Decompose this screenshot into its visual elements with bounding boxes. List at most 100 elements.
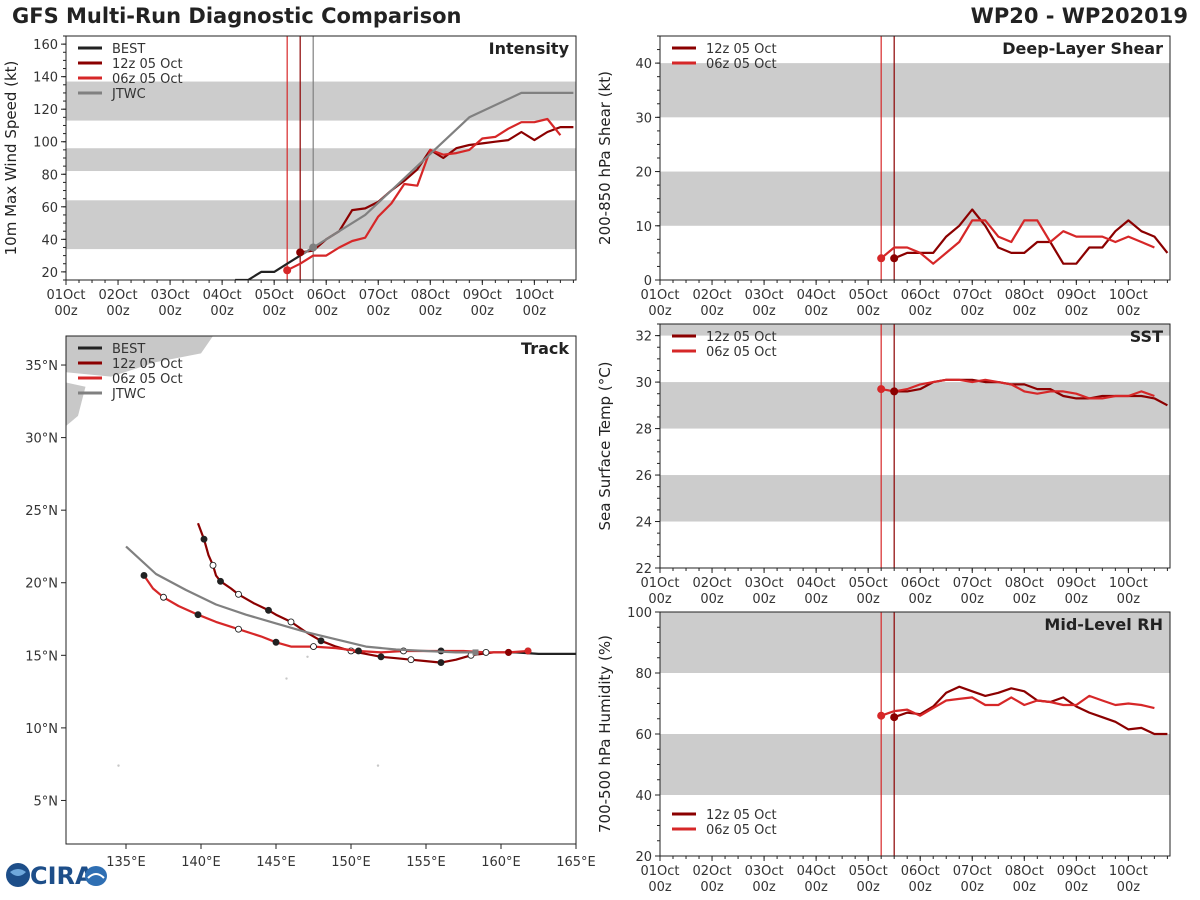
- x-tick-label: 05Oct: [849, 288, 888, 303]
- x-tick-label: 00z: [1013, 880, 1037, 895]
- y-tick-label: 26: [635, 469, 652, 484]
- x-tick-label: 165°E: [556, 855, 596, 870]
- shear-panel-title: Deep-Layer Shear: [1002, 39, 1163, 58]
- track-position-marker: [217, 577, 224, 585]
- figure-title: GFS Multi-Run Diagnostic Comparison: [12, 4, 462, 28]
- legend-label: 12z 05 Oct: [706, 42, 777, 57]
- y-tick-label: 30: [635, 376, 652, 391]
- x-tick-label: 00z: [752, 880, 776, 895]
- x-tick-label: 00z: [1117, 592, 1141, 607]
- y-tick-label: 140: [33, 71, 58, 86]
- track-position-marker: [160, 593, 167, 601]
- track-position-marker: [140, 572, 148, 579]
- intensity-panel-title: Intensity: [489, 39, 570, 58]
- x-tick-label: 10Oct: [1109, 576, 1148, 591]
- x-tick-label: 07Oct: [953, 864, 992, 879]
- x-tick-label: 09Oct: [1057, 864, 1096, 879]
- x-tick-label: 05Oct: [849, 864, 888, 879]
- x-tick-label: 04Oct: [797, 576, 836, 591]
- sst-init-marker: [877, 385, 886, 394]
- x-tick-label: 05Oct: [849, 576, 888, 591]
- x-tick-label: 06Oct: [901, 864, 940, 879]
- intensity-band: [66, 200, 576, 250]
- y-tick-label: 40: [635, 57, 652, 72]
- x-tick-label: 07Oct: [359, 288, 398, 303]
- sst-band: [660, 475, 1170, 522]
- track-position-marker: [317, 637, 325, 645]
- cira-logo: CIRA: [4, 858, 108, 896]
- intensity-y-axis-label: 10m Max Wind Speed (kt): [2, 61, 20, 256]
- x-tick-label: 06Oct: [307, 288, 346, 303]
- x-tick-label: 00z: [1117, 304, 1141, 319]
- x-tick-label: 00z: [648, 304, 672, 319]
- track-position-marker: [272, 638, 280, 646]
- legend-label: JTWC: [111, 387, 146, 402]
- rh-series-line: [880, 694, 1155, 717]
- sst-frame: [659, 323, 1171, 569]
- y-tick-label: 35°N: [25, 359, 58, 374]
- x-tick-label: 10Oct: [1109, 864, 1148, 879]
- track-position-marker: [194, 611, 202, 619]
- y-tick-label: 100: [33, 136, 58, 151]
- x-tick-label: 00z: [856, 592, 880, 607]
- y-tick-label: 5°N: [34, 794, 59, 809]
- x-tick-label: 02Oct: [99, 288, 138, 303]
- y-tick-label: 80: [41, 168, 58, 183]
- x-tick-label: 10Oct: [515, 288, 554, 303]
- island-shape: [285, 677, 288, 680]
- y-tick-label: 20: [635, 166, 652, 181]
- y-tick-label: 40: [635, 789, 652, 804]
- legend-label: BEST: [112, 342, 145, 357]
- sst-series-line: [881, 378, 1155, 400]
- x-tick-label: 00z: [262, 304, 286, 319]
- x-tick-label: 03Oct: [151, 288, 190, 303]
- x-tick-label: 00z: [106, 304, 130, 319]
- x-tick-label: 01Oct: [640, 576, 679, 591]
- y-tick-label: 15°N: [25, 649, 58, 664]
- x-tick-label: 03Oct: [745, 864, 784, 879]
- legend-label: 06z 05 Oct: [706, 823, 777, 838]
- logo-text: CIRA: [30, 862, 94, 890]
- intensity-series-line: [286, 117, 562, 272]
- track-position-marker: [209, 561, 217, 569]
- x-tick-label: 00z: [961, 880, 985, 895]
- track-position-marker: [407, 656, 415, 664]
- y-tick-label: 80: [635, 667, 652, 682]
- x-tick-label: 140°E: [181, 855, 221, 870]
- rh-init-marker: [877, 711, 886, 720]
- track-position-marker: [265, 606, 272, 614]
- japan-shape: [66, 336, 213, 377]
- intensity-plot-area: [66, 36, 576, 280]
- x-tick-label: 03Oct: [745, 288, 784, 303]
- rh-y-axis-label: 700-500 hPa Humidity (%): [596, 635, 614, 833]
- rh-init-marker: [890, 713, 899, 722]
- rh-series-line: [893, 685, 1168, 736]
- y-tick-label: 120: [33, 103, 58, 118]
- x-tick-label: 07Oct: [953, 288, 992, 303]
- sst-y-axis-label: Sea Surface Temp (°C): [596, 361, 614, 530]
- shear-panel: 01020304001Oct00z02Oct00z03Oct00z04Oct00…: [596, 35, 1171, 319]
- y-tick-label: 0: [644, 274, 652, 289]
- track-position-marker: [310, 643, 317, 651]
- intensity-series-line: [300, 126, 574, 254]
- storm-id: WP20 - WP202019: [970, 4, 1188, 28]
- shear-series-line: [893, 208, 1169, 265]
- shear-series-line: [880, 219, 1155, 265]
- y-tick-label: 24: [635, 516, 652, 531]
- x-tick-label: 00z: [1013, 592, 1037, 607]
- y-tick-label: 20°N: [25, 577, 58, 592]
- track-plot-area: [66, 336, 576, 767]
- legend-label: 06z 05 Oct: [706, 57, 777, 72]
- island-shape: [117, 764, 120, 767]
- track-series-line: [125, 545, 476, 654]
- y-tick-label: 32: [635, 330, 652, 345]
- intensity-init-marker: [283, 266, 292, 275]
- shear-y-axis-label: 200-850 hPa Shear (kt): [596, 71, 614, 245]
- shear-plot-area: [660, 36, 1170, 280]
- x-tick-label: 00z: [1013, 304, 1037, 319]
- track-position-marker: [235, 590, 242, 598]
- track-frame: [65, 335, 577, 845]
- x-tick-label: 05Oct: [255, 288, 294, 303]
- x-tick-label: 00z: [700, 592, 724, 607]
